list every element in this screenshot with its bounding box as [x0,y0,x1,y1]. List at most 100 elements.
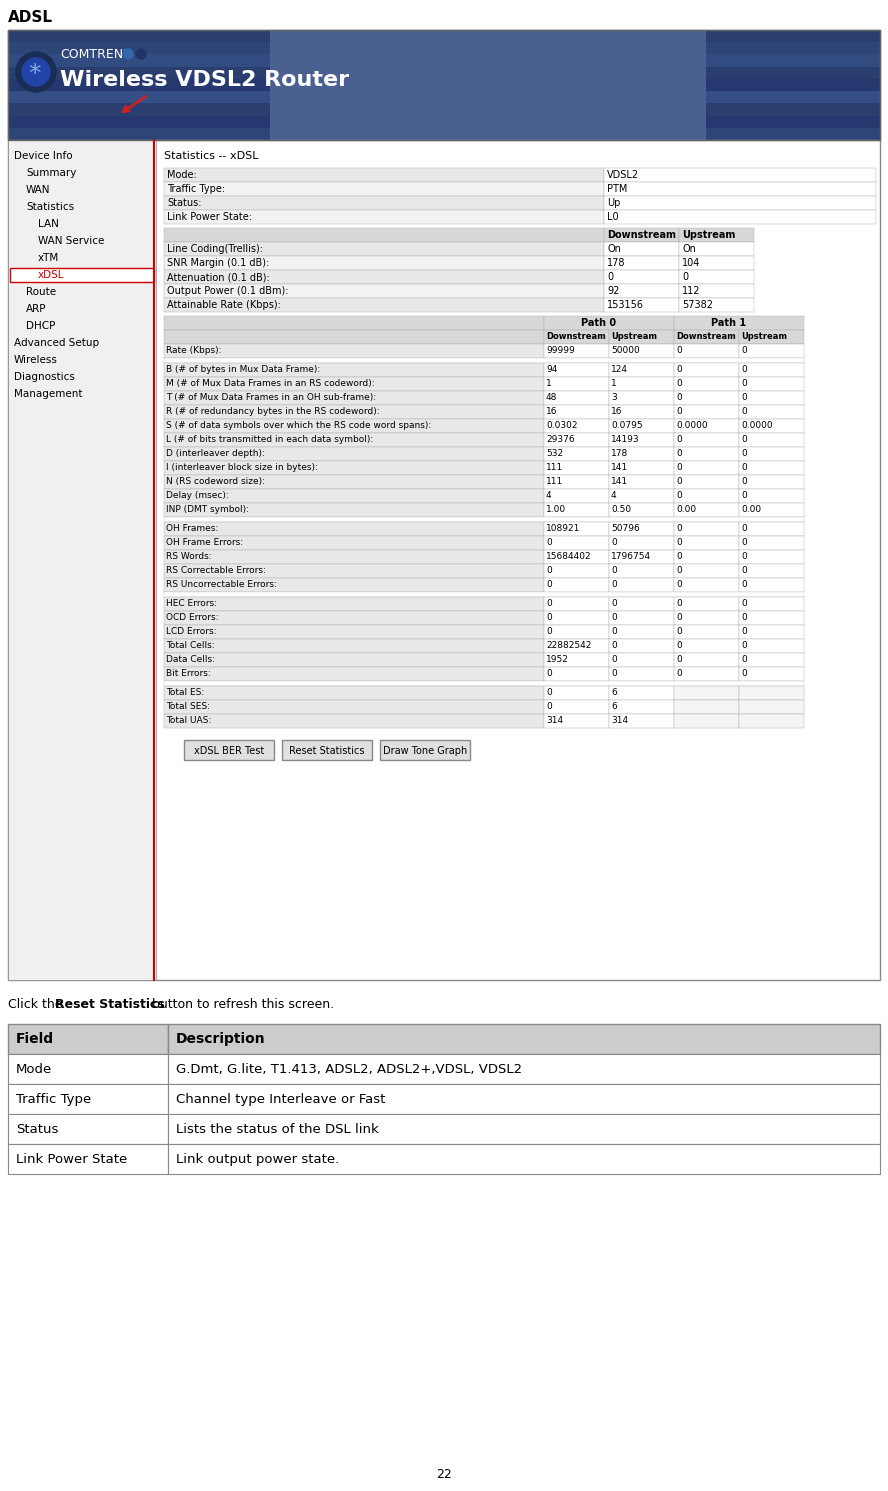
Text: 0: 0 [546,567,551,576]
Text: N (RS codeword size):: N (RS codeword size): [166,477,265,486]
Bar [164,362,544,377]
Text: Field: Field [16,1032,54,1047]
Bar [544,432,609,447]
Text: Bit Errors:: Bit Errors: [166,669,210,678]
Text: RS Uncorrectable Errors:: RS Uncorrectable Errors: [166,580,277,589]
Text: Summary: Summary [26,168,76,177]
Text: Route: Route [26,286,56,297]
Bar [739,406,804,419]
Bar [674,611,739,625]
Bar [609,653,674,666]
Text: Path 0: Path 0 [581,318,616,328]
Text: Data Cells:: Data Cells: [166,655,215,663]
Bar [674,714,739,728]
Bar [164,461,544,476]
Text: Mode:: Mode: [167,170,197,180]
Text: I (interleaver block size in bytes):: I (interleaver block size in bytes): [166,464,318,473]
Text: *: * [28,63,40,86]
Bar [164,476,544,489]
Text: 314: 314 [611,716,628,725]
Text: Attainable Rate (Kbps):: Attainable Rate (Kbps): [167,300,281,310]
Bar [164,489,544,502]
Text: 0: 0 [611,538,617,547]
Text: L0: L0 [607,212,619,222]
Bar [164,517,804,522]
Bar [164,242,604,256]
Text: 92: 92 [607,286,619,297]
Bar [739,522,804,535]
Text: 57382: 57382 [682,300,713,310]
Bar [609,419,674,432]
Bar [739,666,804,681]
Text: 0: 0 [741,379,747,388]
Text: 0: 0 [546,599,551,608]
Bar [674,330,739,344]
Text: Downstream: Downstream [676,332,736,341]
Bar [164,564,544,579]
Bar [164,522,544,535]
Text: M (# of Mux Data Frames in an RS codeword):: M (# of Mux Data Frames in an RS codewor… [166,379,375,388]
Text: ADSL: ADSL [8,10,53,25]
Bar [609,377,674,391]
Text: LCD Errors:: LCD Errors: [166,628,217,637]
Text: 178: 178 [611,449,628,458]
Text: Traffic Type: Traffic Type [16,1093,91,1106]
Text: 112: 112 [682,286,701,297]
Bar [544,330,609,344]
Bar [164,283,604,298]
Bar [164,228,604,242]
Bar [674,666,739,681]
Text: 0: 0 [741,491,747,499]
Text: 0: 0 [611,641,617,650]
Text: OH Frames:: OH Frames: [166,523,218,532]
Bar [8,140,880,980]
Text: 48: 48 [546,394,558,403]
Bar [609,447,674,461]
Text: 0.0795: 0.0795 [611,420,643,429]
Text: 0: 0 [741,449,747,458]
Bar [739,502,804,517]
Text: 0.0302: 0.0302 [546,420,577,429]
Text: 0: 0 [676,435,682,444]
Bar [674,476,739,489]
Bar [674,362,739,377]
Bar [739,550,804,564]
Bar [8,55,880,67]
Bar [544,406,609,419]
Bar [544,714,609,728]
Bar [609,391,674,406]
Text: DHCP: DHCP [26,321,55,331]
Bar [164,377,544,391]
Bar [8,1024,168,1054]
Bar [609,686,674,699]
Text: 0: 0 [676,641,682,650]
Bar [544,391,609,406]
Circle shape [22,58,50,86]
Bar [679,270,754,283]
Text: 111: 111 [546,464,563,473]
Bar [604,298,679,312]
Text: Line Coding(Trellis):: Line Coding(Trellis): [167,245,263,253]
Text: 124: 124 [611,365,628,374]
Text: OCD Errors:: OCD Errors: [166,613,218,622]
Bar [674,461,739,476]
Bar [739,419,804,432]
Text: 0: 0 [741,613,747,622]
Text: 0: 0 [741,477,747,486]
Text: 0: 0 [741,669,747,678]
Bar [604,283,679,298]
Bar [674,447,739,461]
Bar [739,461,804,476]
Bar [674,596,739,611]
Text: 104: 104 [682,258,701,268]
Bar [164,681,804,686]
Bar [739,579,804,592]
Text: Upstream: Upstream [611,332,657,341]
Text: 0: 0 [741,394,747,403]
Text: 1: 1 [611,379,617,388]
Text: 0: 0 [611,628,617,637]
Bar [674,406,739,419]
Text: 16: 16 [611,407,622,416]
Bar [609,476,674,489]
Bar [544,611,609,625]
